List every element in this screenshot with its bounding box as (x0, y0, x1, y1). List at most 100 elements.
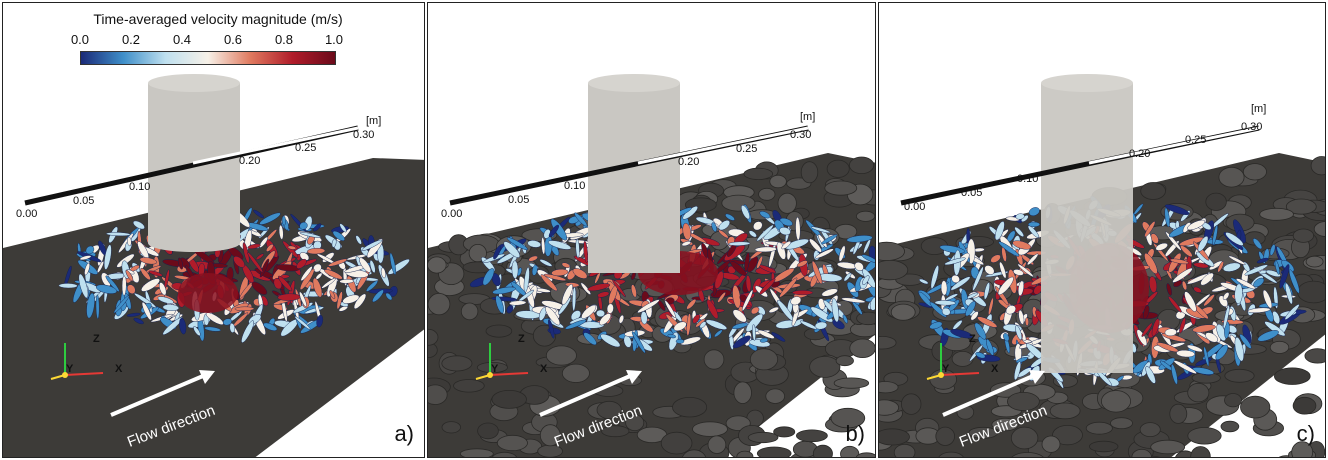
vortex-structure (1193, 262, 1209, 269)
vortex-structure (796, 260, 808, 268)
vortex-structure (1012, 240, 1032, 250)
vortex-structure (1197, 235, 1209, 252)
vortex-structure (551, 268, 569, 277)
vortex-structure (253, 209, 265, 219)
vortex-structure (241, 320, 254, 343)
vortex-structure (1170, 258, 1189, 265)
bed-rock (1140, 182, 1166, 200)
vortex-structure (583, 240, 589, 263)
vortex-structure (950, 276, 971, 291)
vortex-structure (162, 304, 179, 311)
vortex-structure (548, 319, 555, 339)
scale-unit: [m] (1251, 103, 1267, 115)
vortex-structure (1193, 286, 1202, 293)
bed-rock (1285, 198, 1317, 215)
vortex-structure (940, 280, 948, 296)
bed-rock (879, 428, 910, 446)
scene-b (428, 74, 875, 457)
vortex-structure (597, 291, 610, 298)
vortex-structure (800, 320, 817, 330)
vortex-structure (640, 311, 648, 325)
vortex-structure (104, 244, 112, 270)
bed-rock (1220, 420, 1240, 433)
vortex-structure (862, 275, 870, 285)
vortex-structure (548, 240, 572, 250)
vortex-structure (809, 238, 822, 253)
vortex-structure (361, 239, 383, 251)
vortex-structure (332, 230, 345, 241)
vortex-structure (811, 260, 823, 285)
vortex-structure (1215, 344, 1229, 360)
vortex-structure (300, 266, 313, 281)
vortex-structure (336, 291, 343, 310)
bed-rock (601, 425, 630, 438)
vortex-structure (732, 335, 751, 349)
bed-rock (1190, 446, 1211, 457)
bed-rock (1313, 221, 1325, 237)
bed-rock (879, 381, 899, 394)
vortex-structure (941, 307, 951, 316)
bed-rock (441, 355, 473, 372)
bed-rock (1169, 403, 1188, 424)
vortex-structure (776, 241, 786, 260)
vortex-structure (705, 319, 728, 330)
vortex-structure (1168, 296, 1182, 313)
vortex-structure (540, 274, 558, 292)
vortex-structure (506, 305, 514, 314)
vortex-structure (842, 314, 848, 324)
bed-rock (476, 361, 508, 373)
bed-rock (453, 379, 485, 393)
vortex-structure (105, 275, 120, 292)
bed-rock (703, 349, 725, 370)
bed-rock (835, 355, 854, 367)
vortex-structure (810, 226, 831, 234)
scale-unit: [m] (366, 115, 382, 127)
vortex-structure (771, 332, 786, 342)
axis-y-label: Y (491, 363, 499, 375)
bed-rock (496, 434, 528, 452)
vortex-structure (106, 232, 131, 237)
vortex-structure (754, 246, 777, 253)
vortex-structure (1234, 337, 1244, 362)
bed-rock (756, 446, 792, 457)
vortex-structure (1225, 232, 1244, 246)
vortex-structure (1179, 317, 1186, 334)
vortex-structure (159, 282, 167, 296)
vortex-structure (157, 296, 174, 304)
vortex-structure (821, 234, 838, 245)
vortex-structure (1181, 280, 1188, 291)
bed-rock (1011, 452, 1044, 457)
vortex-structure (581, 304, 597, 319)
vortex-structure (541, 237, 546, 255)
vortex-structure (287, 245, 297, 250)
bed-rock (692, 421, 728, 437)
vortex-structure (725, 213, 735, 221)
vortex-structure (1173, 360, 1197, 374)
vortex-structure (139, 257, 158, 265)
vortex-structure (307, 247, 326, 255)
vortex-structure (1200, 272, 1214, 286)
vortex-structure (509, 300, 527, 306)
vortex-structure (141, 301, 152, 321)
vortex-structure (750, 306, 760, 315)
bed-rock (812, 444, 833, 457)
vortex-structure (1223, 304, 1230, 330)
vortex-structure (1252, 238, 1263, 250)
bed-rock (1297, 280, 1325, 304)
vortex-structure (58, 283, 78, 289)
colorbar-tick: 0.6 (223, 32, 243, 47)
vortex-structure (1205, 332, 1218, 343)
vortex-structure (369, 260, 376, 273)
vortex-structure (84, 262, 90, 276)
vortex-structure (587, 283, 611, 292)
vortex-structure (294, 316, 311, 330)
vortex-structure (251, 281, 268, 295)
bed-rock (849, 338, 875, 358)
vortex-structure (930, 265, 939, 289)
vortex-structure (730, 261, 747, 276)
vortex-structure (342, 294, 360, 304)
vortex-structure (732, 322, 748, 330)
vortex-structure (681, 241, 691, 247)
vortex-structure (975, 351, 986, 359)
bed-rock (733, 381, 752, 404)
